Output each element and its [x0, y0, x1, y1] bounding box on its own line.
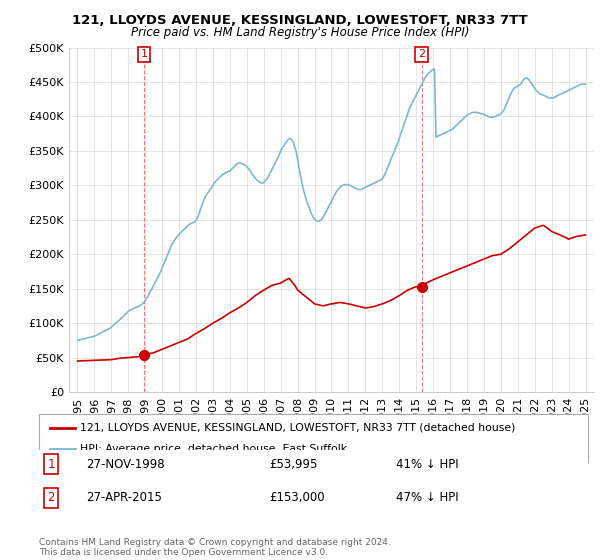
Text: 1: 1	[140, 49, 148, 59]
Text: HPI: Average price, detached house, East Suffolk: HPI: Average price, detached house, East…	[80, 444, 347, 454]
Text: 27-APR-2015: 27-APR-2015	[86, 491, 161, 505]
Text: Price paid vs. HM Land Registry's House Price Index (HPI): Price paid vs. HM Land Registry's House …	[131, 26, 469, 39]
Text: 1: 1	[47, 458, 55, 471]
Text: 121, LLOYDS AVENUE, KESSINGLAND, LOWESTOFT, NR33 7TT (detached house): 121, LLOYDS AVENUE, KESSINGLAND, LOWESTO…	[80, 423, 515, 433]
Text: Contains HM Land Registry data © Crown copyright and database right 2024.
This d: Contains HM Land Registry data © Crown c…	[39, 538, 391, 557]
Text: 47% ↓ HPI: 47% ↓ HPI	[396, 491, 458, 505]
Text: 2: 2	[47, 491, 55, 505]
Text: £53,995: £53,995	[269, 458, 318, 471]
Text: 121, LLOYDS AVENUE, KESSINGLAND, LOWESTOFT, NR33 7TT: 121, LLOYDS AVENUE, KESSINGLAND, LOWESTO…	[72, 14, 528, 27]
Text: £153,000: £153,000	[269, 491, 325, 505]
Text: 2: 2	[418, 49, 425, 59]
Text: 41% ↓ HPI: 41% ↓ HPI	[396, 458, 458, 471]
Text: 27-NOV-1998: 27-NOV-1998	[86, 458, 164, 471]
